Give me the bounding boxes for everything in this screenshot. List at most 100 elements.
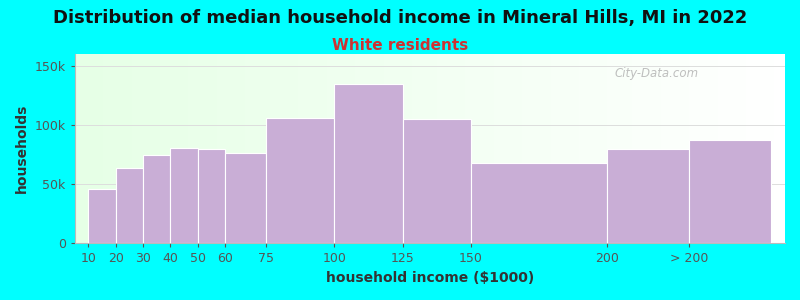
Bar (313, 54, 316, 243)
Bar (384, 54, 387, 243)
Bar (700, 54, 703, 243)
Bar (409, 54, 412, 243)
Bar (245, 54, 249, 243)
Bar (682, 54, 686, 243)
Bar (639, 54, 643, 243)
Bar (547, 54, 550, 243)
Bar (618, 54, 622, 243)
Bar (668, 54, 671, 243)
Bar (302, 54, 306, 243)
Bar (444, 54, 448, 243)
Bar (462, 54, 466, 243)
Bar (202, 54, 206, 243)
Bar (377, 54, 380, 243)
Bar (696, 54, 700, 243)
Bar (225, 153, 266, 243)
Bar (242, 54, 245, 243)
Bar (366, 54, 370, 243)
Bar (402, 119, 471, 243)
Bar (199, 54, 202, 243)
Bar (607, 54, 611, 243)
Bar (195, 54, 199, 243)
Bar (355, 54, 359, 243)
Bar (266, 118, 334, 243)
Bar (686, 54, 689, 243)
Bar (114, 54, 118, 243)
Bar (160, 54, 163, 243)
Bar (198, 149, 225, 243)
Bar (419, 54, 422, 243)
Bar (629, 54, 632, 243)
Bar (380, 54, 384, 243)
Bar (721, 54, 725, 243)
Bar (590, 54, 594, 243)
Bar (441, 54, 444, 243)
Bar (536, 54, 540, 243)
Bar (182, 54, 185, 243)
Bar (192, 54, 195, 243)
Bar (770, 54, 774, 243)
Bar (170, 54, 174, 243)
Bar (526, 54, 530, 243)
Bar (334, 54, 338, 243)
Bar (295, 54, 298, 243)
Bar (565, 54, 568, 243)
Bar (174, 54, 178, 243)
Bar (373, 54, 377, 243)
Bar (671, 54, 675, 243)
Bar (214, 54, 217, 243)
Bar (99, 54, 103, 243)
Bar (74, 54, 78, 243)
Bar (412, 54, 416, 243)
Bar (341, 54, 345, 243)
Bar (163, 54, 167, 243)
Bar (150, 54, 153, 243)
Bar (479, 54, 483, 243)
Bar (116, 168, 143, 243)
Bar (156, 54, 160, 243)
Bar (348, 54, 352, 243)
Bar (345, 54, 348, 243)
Bar (217, 54, 220, 243)
Bar (774, 54, 778, 243)
Bar (714, 54, 718, 243)
Bar (422, 54, 426, 243)
Bar (739, 54, 742, 243)
Bar (562, 54, 565, 243)
Bar (732, 54, 735, 243)
Bar (572, 54, 575, 243)
Bar (501, 54, 505, 243)
Bar (728, 54, 732, 243)
Bar (327, 54, 330, 243)
Bar (675, 54, 678, 243)
Bar (767, 54, 770, 243)
Bar (597, 54, 600, 243)
Bar (309, 54, 313, 243)
Bar (259, 54, 263, 243)
Bar (636, 54, 639, 243)
Bar (568, 54, 572, 243)
Bar (110, 54, 114, 243)
Bar (142, 54, 146, 243)
Bar (718, 54, 721, 243)
Bar (426, 54, 430, 243)
Bar (238, 54, 242, 243)
Bar (78, 54, 82, 243)
Bar (138, 54, 142, 243)
Text: Distribution of median household income in Mineral Hills, MI in 2022: Distribution of median household income … (53, 9, 747, 27)
Bar (508, 54, 511, 243)
Bar (146, 54, 150, 243)
Bar (359, 54, 362, 243)
Bar (483, 54, 486, 243)
Bar (256, 54, 259, 243)
Bar (167, 54, 170, 243)
Bar (306, 54, 309, 243)
Bar (735, 54, 739, 243)
Bar (611, 54, 614, 243)
Bar (323, 54, 327, 243)
Bar (320, 54, 323, 243)
Bar (490, 54, 494, 243)
Bar (227, 54, 231, 243)
Bar (448, 54, 451, 243)
Bar (575, 54, 579, 243)
